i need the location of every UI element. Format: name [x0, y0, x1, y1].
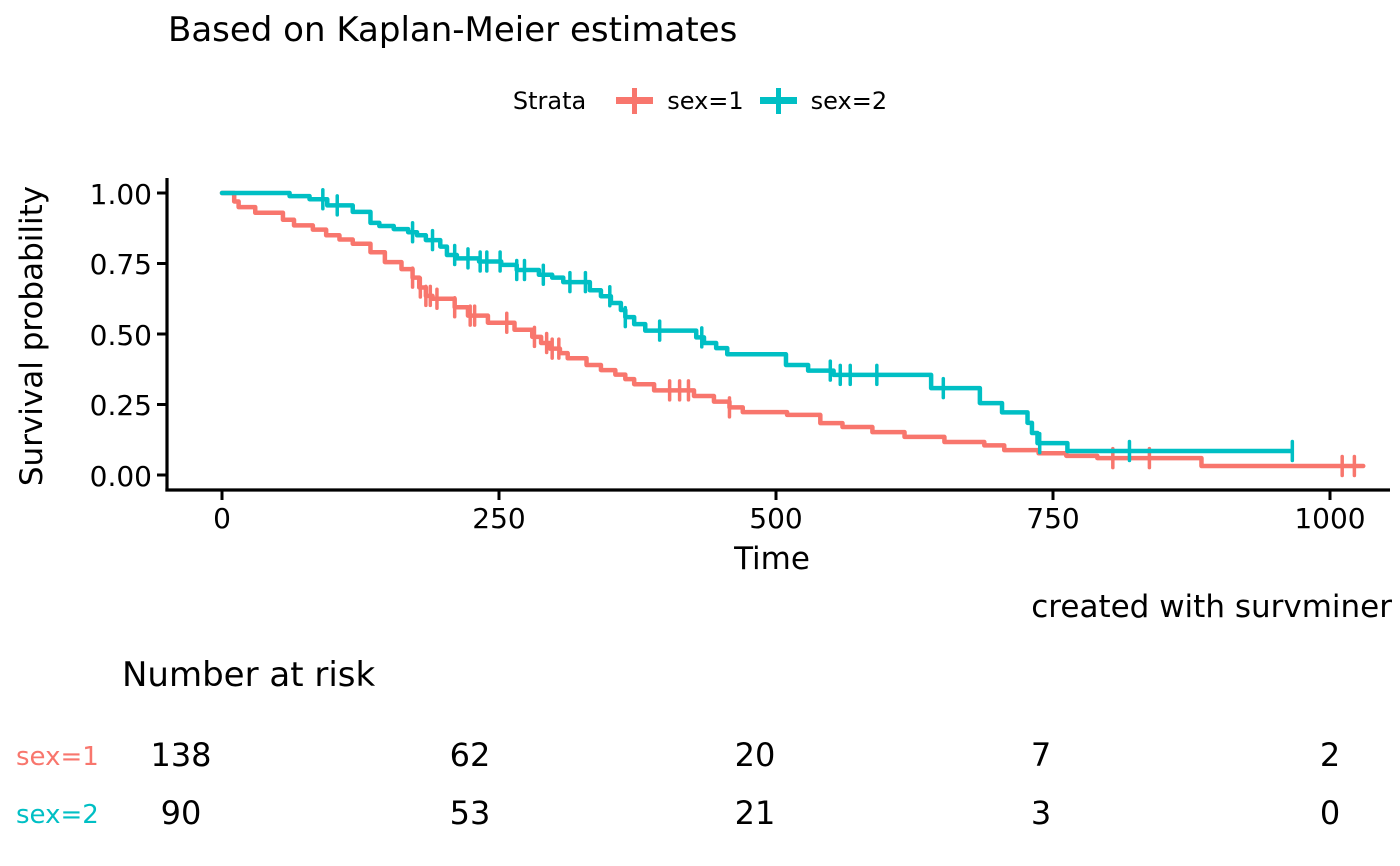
- x-axis-title: Time: [734, 541, 810, 577]
- plus-marker-icon: [616, 86, 654, 116]
- legend-title: Strata: [512, 87, 587, 115]
- y-tick-label: 0.50: [89, 319, 152, 352]
- y-tick-label: 0.25: [89, 389, 152, 422]
- risk-value: 90: [160, 794, 202, 832]
- risk-value: 2: [1319, 736, 1341, 774]
- km-plot-canvas: [157, 178, 1390, 500]
- x-tick-label: 750: [1026, 502, 1080, 535]
- risk-value: 62: [449, 736, 491, 774]
- legend-item-sex1: sex=1: [616, 86, 744, 116]
- legend-label-sex1: sex=1: [667, 87, 744, 115]
- risk-row-label-sex1: sex=1: [16, 742, 99, 772]
- plot-title: Based on Kaplan-Meier estimates: [168, 10, 738, 50]
- y-tick-label: 1.00: [89, 178, 152, 211]
- risk-row-label-sex2: sex=2: [16, 800, 99, 830]
- x-tick-label: 250: [472, 502, 526, 535]
- risk-value: 21: [734, 794, 776, 832]
- legend-item-sex2: sex=2: [759, 86, 888, 116]
- risk-value: 3: [1030, 794, 1052, 832]
- y-tick-label: 0.00: [89, 460, 152, 493]
- risk-value: 20: [734, 736, 776, 774]
- caption: created with survminer: [1031, 589, 1392, 625]
- risk-value: 0: [1319, 794, 1341, 832]
- risk-value: 7: [1030, 736, 1052, 774]
- legend: Strata sex=1 sex=2: [0, 86, 1400, 116]
- survival-curve-sex=2: [219, 190, 1294, 454]
- survival-curve-sex=1: [219, 190, 1366, 469]
- risk-table-title: Number at risk: [122, 655, 376, 695]
- plus-marker-icon: [759, 86, 797, 116]
- x-tick-label: 500: [749, 502, 803, 535]
- risk-value: 53: [449, 794, 491, 832]
- risk-value: 138: [150, 736, 212, 774]
- y-tick-label: 0.75: [89, 248, 152, 281]
- y-axis-title: Survival probability: [14, 185, 50, 487]
- x-tick-label: 1000: [1294, 502, 1366, 535]
- legend-label-sex2: sex=2: [810, 87, 888, 115]
- x-tick-label: 0: [213, 502, 231, 535]
